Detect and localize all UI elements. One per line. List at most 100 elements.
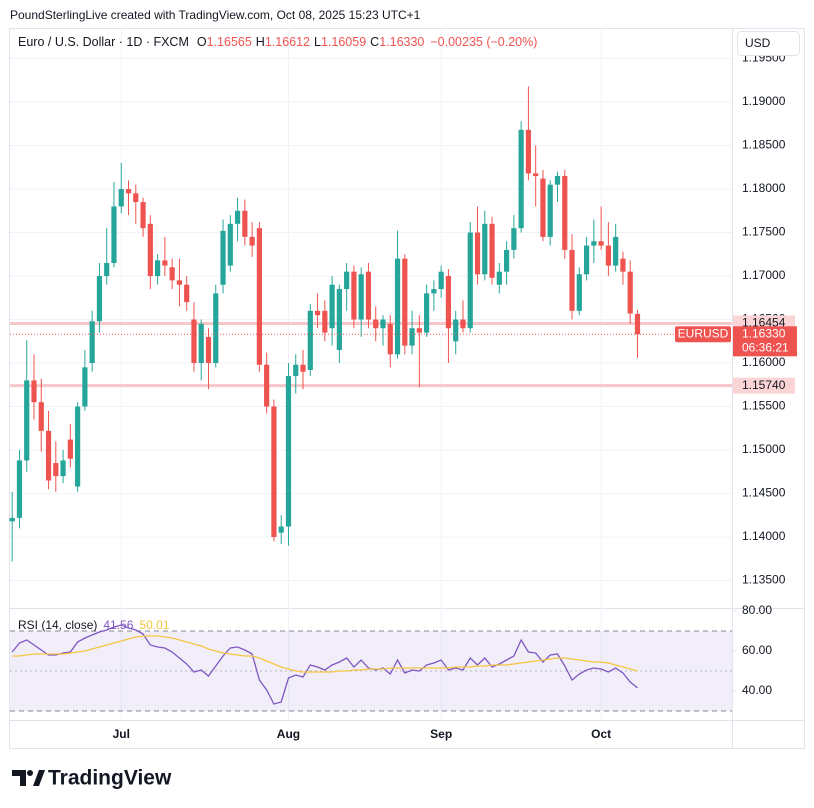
rsi-legend: RSI (14, close) 41.56 50.01 [18,618,170,632]
candle-body [111,206,117,263]
candle-body [525,129,532,174]
candle-body [205,336,212,364]
rsi-legend-value: 50.01 [139,618,169,632]
candle-body [45,430,52,481]
y-tick-label: 1.16000 [742,355,786,369]
ohlc-value: 1.16565 [207,35,252,49]
candle-body [358,274,364,320]
candle-body [271,406,277,538]
candle-body [467,232,473,329]
candle-body [300,364,306,372]
instrument-title: Euro / U.S. Dollar · 1D · FXCM [18,35,189,49]
candle-body [89,321,95,364]
logo-icon-slash [33,770,45,786]
candle-body [133,193,139,203]
logo-text: TradingView [48,767,172,790]
candle-body [533,173,539,176]
y-tick-label: 1.13500 [742,573,786,587]
ohlc-value: 1.16059 [321,35,366,49]
candle-body [191,319,197,364]
candle-body [293,364,299,377]
candle-body [31,380,37,403]
candle-body [394,258,401,355]
candle-body [402,258,408,346]
candle-body [562,175,568,250]
last-price-label: 1.16330 [742,326,786,340]
candle-body [438,271,444,290]
candle-body [518,129,524,229]
candle-body [184,284,190,303]
x-tick-label: Jul [113,727,130,741]
y-tick-label: 1.18500 [742,138,786,152]
candle-body [416,328,422,333]
candle-body [409,328,415,346]
y-tick-label: 1.17000 [742,268,786,282]
candle-body [540,178,546,237]
logo-icon-dot [27,770,33,776]
rsi-tick-label: 40.00 [742,683,772,697]
candle-body [104,262,110,277]
x-tick-label: Sep [430,727,452,741]
rsi-legend-value: 41.56 [103,618,133,632]
rsi-line [11,624,638,705]
candle-body [227,223,233,266]
overlay-layer: USD Jul Aug Sep Oct 1.16454 1.15740 EURUSD 1.16… [18,31,800,741]
currency-button[interactable] [737,31,800,56]
candle-body [53,463,59,477]
price-line-label: 1.15740 [742,378,786,392]
y-tick-label: 1.14500 [742,486,786,500]
candle-body [60,460,66,477]
candle-body [365,271,372,320]
candle-body [380,319,386,329]
attribution: PoundSterlingLive created with TradingVi… [10,8,421,22]
candle-body [75,406,81,487]
candle-body [598,241,604,246]
candle-body [489,223,495,278]
candle-body [547,184,553,237]
candle-body [256,228,262,365]
currency-label[interactable]: USD [745,36,771,50]
candle-body [278,526,284,533]
candle-body [634,313,641,335]
rsi-tick-label: 80.00 [742,603,772,617]
candle-body [605,245,611,266]
price-legend: Euro / U.S. Dollar · 1D · FXCM O1.16565 H1… [18,35,537,49]
candle-body [511,228,517,250]
candle-body [264,364,270,407]
price-line-label: 1.16454 [742,316,786,330]
candle-body [336,289,342,350]
rsi-line [12,635,638,673]
candle-body [140,202,146,229]
logo: TradingView [12,767,172,790]
candle-body [307,310,313,370]
candle-body [234,210,241,224]
candle-body [627,271,633,314]
candle-body [322,310,328,333]
logo-icon [12,770,26,786]
candle-body [496,271,502,285]
candle-body [460,319,466,329]
candle-body [169,267,175,281]
candle-body [445,276,452,329]
y-tick-label: 1.17500 [742,225,786,239]
candle-body [474,232,481,275]
countdown-label: 06:36:21 [742,340,789,354]
candle-body [125,189,132,194]
candle-body [329,284,335,329]
candle-body [613,236,619,266]
y-tick-label: 1.15500 [742,399,786,413]
candle-body [314,310,321,316]
candle-body [620,258,626,272]
candle-body [453,319,459,342]
y-tick-label: 1.19000 [742,94,786,108]
ohlc-value: 1.16612 [265,35,310,49]
rsi-tick-label: 60.00 [742,643,772,657]
ohlc-letter: C [370,35,379,49]
ohlc-letter: H [256,35,265,49]
candle-body [96,276,103,322]
candle-body [220,230,226,285]
candle-body [387,323,393,355]
candle-body [198,323,204,364]
